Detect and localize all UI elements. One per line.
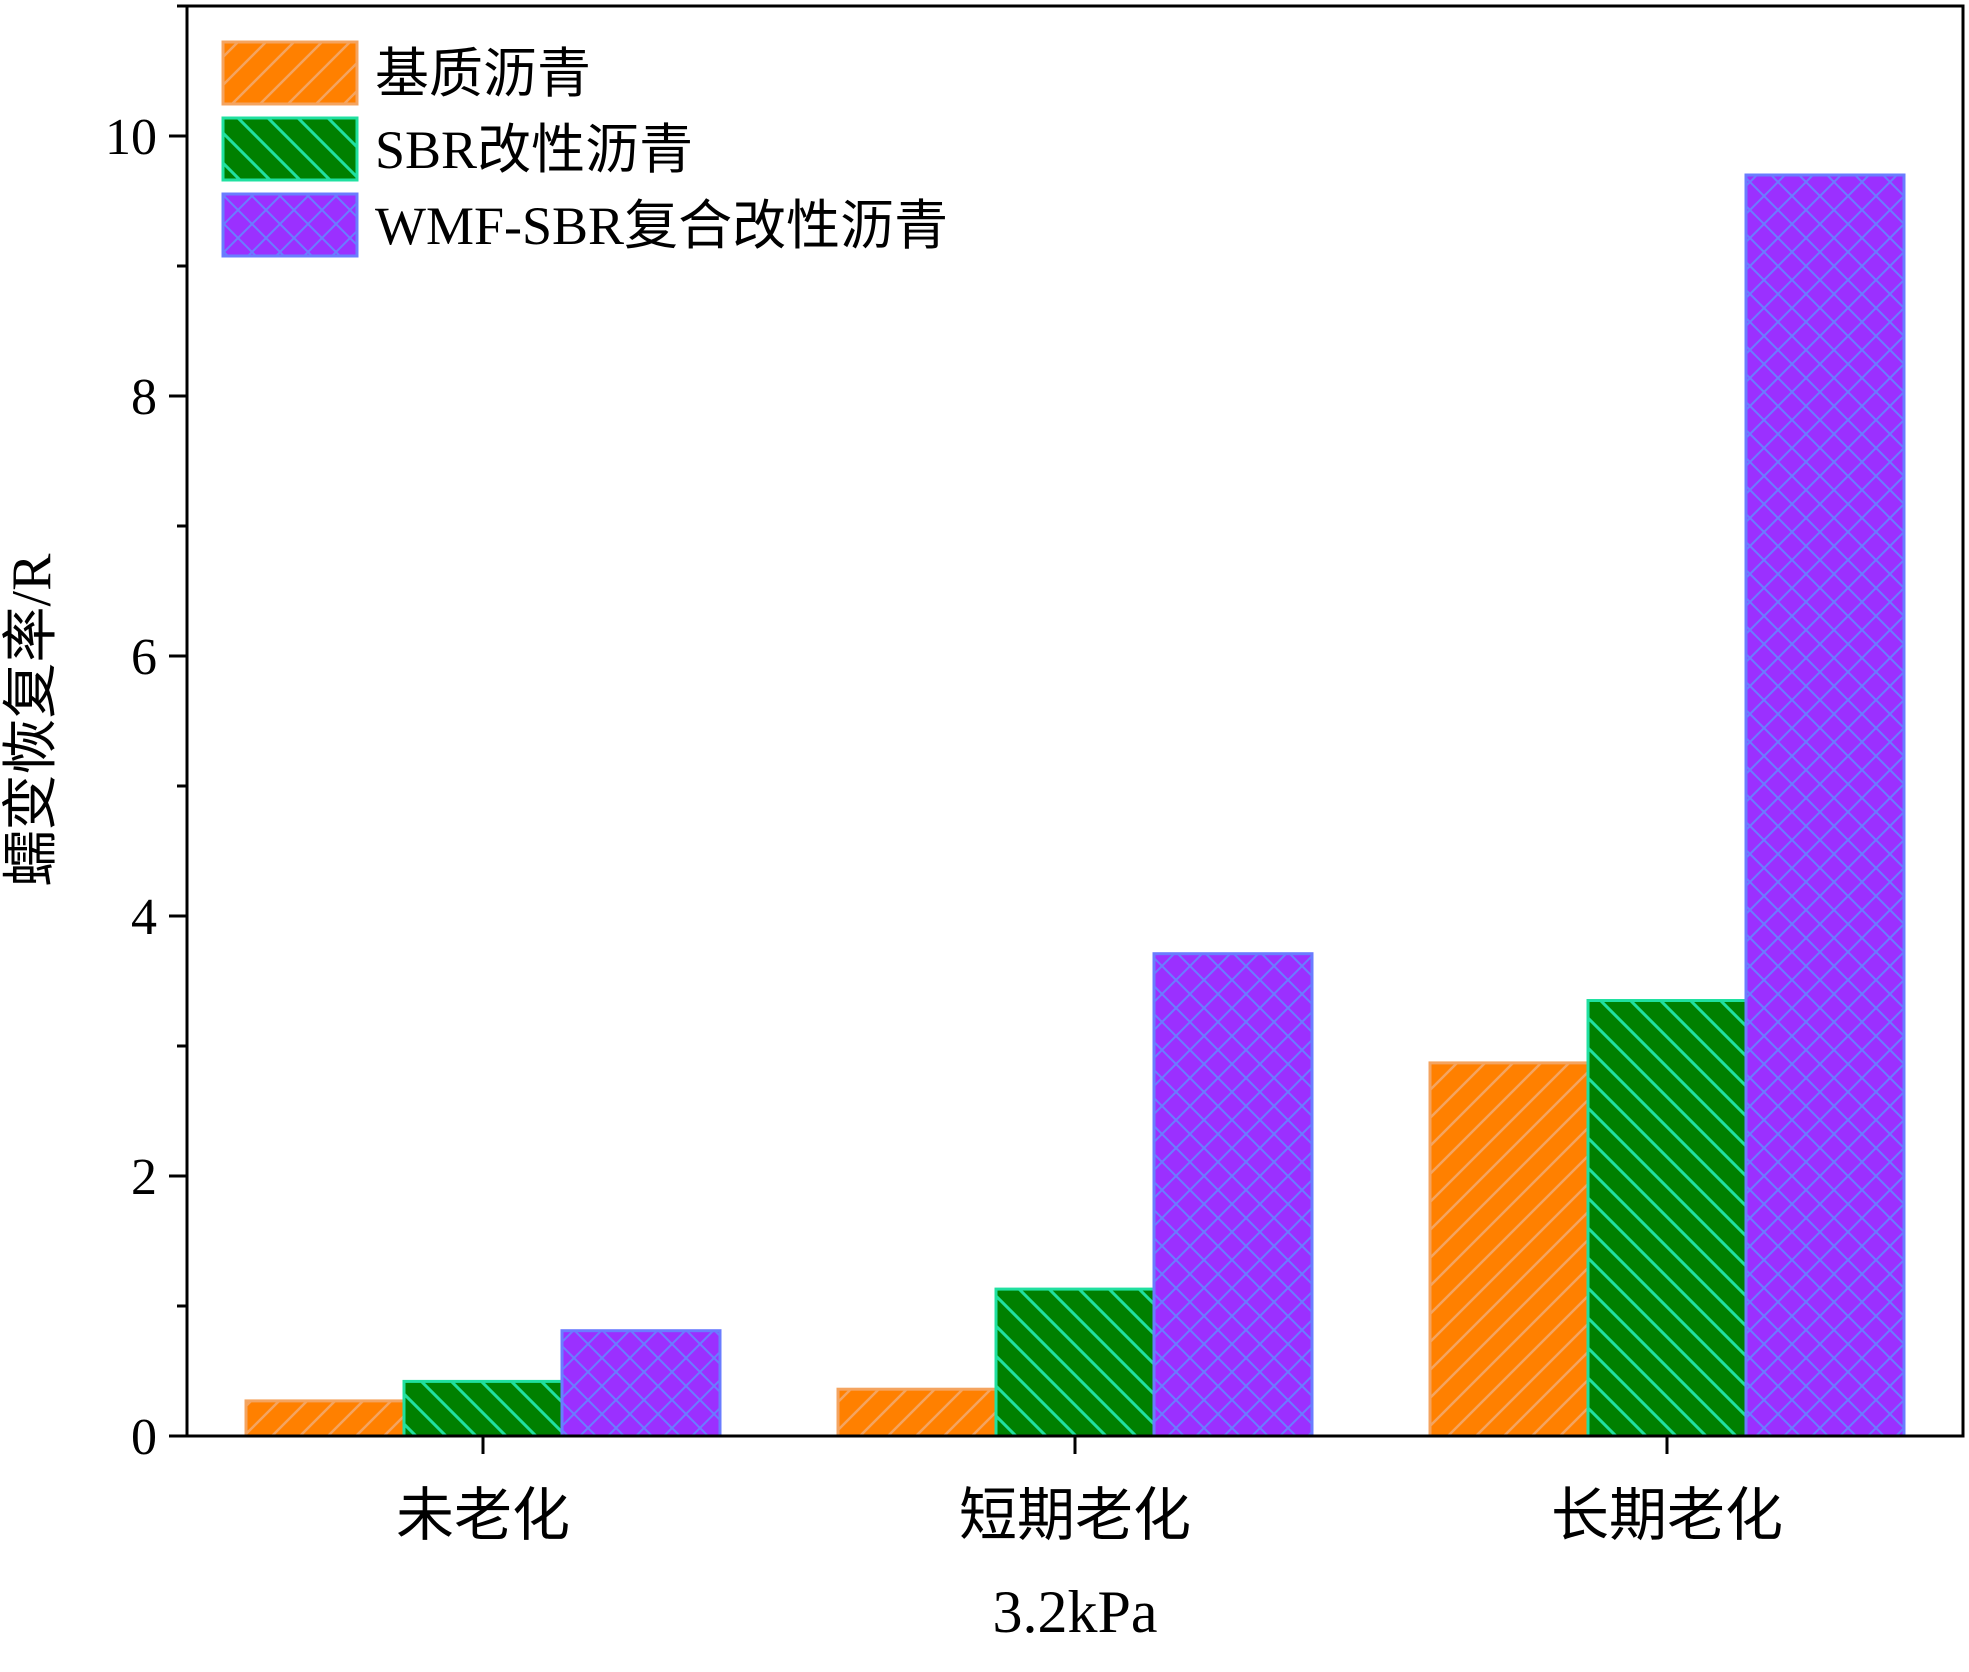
x-tick-label: 短期老化 xyxy=(959,1483,1191,1548)
legend-label-3: WMF-SBR复合改性沥青 xyxy=(375,196,948,256)
y-tick-label: 0 xyxy=(131,1409,157,1466)
y-axis-label: 蠕变恢复率/R xyxy=(1,553,63,887)
bars-layer xyxy=(244,173,1906,1438)
y-tick-label: 4 xyxy=(131,889,157,946)
x-tick-label: 长期老化 xyxy=(1551,1483,1783,1548)
bar-1-3 xyxy=(1428,1061,1590,1438)
bar-2-2 xyxy=(994,1287,1156,1438)
bar-3-2 xyxy=(1152,952,1314,1438)
legend-swatch-3 xyxy=(221,192,359,258)
legend-label-1: 基质沥青 xyxy=(375,44,591,104)
y-ticks: 0 2 4 6 8 10 xyxy=(105,4,187,1466)
y-tick-label: 8 xyxy=(131,369,157,426)
legend-swatch-2 xyxy=(221,116,359,182)
legend: 基质沥青 SBR改性沥青 WMF-SBR复合改性沥青 xyxy=(221,40,948,258)
bar-2-1 xyxy=(402,1379,564,1438)
bar-3-1 xyxy=(560,1329,722,1438)
bar-1-2 xyxy=(836,1387,998,1438)
bar-1-1 xyxy=(244,1399,406,1438)
bar-2-3 xyxy=(1586,999,1748,1438)
y-tick-label: 6 xyxy=(131,629,157,686)
x-axis-label: 3.2kPa xyxy=(993,1579,1158,1645)
x-tick-label: 未老化 xyxy=(396,1483,570,1548)
legend-label-2: SBR改性沥青 xyxy=(375,120,693,180)
legend-swatch-1 xyxy=(221,40,359,106)
y-tick-label: 10 xyxy=(105,109,157,166)
y-tick-label: 2 xyxy=(131,1149,157,1206)
bar-3-3 xyxy=(1744,173,1906,1438)
x-ticks: 未老化 短期老化 长期老化 xyxy=(396,1436,1783,1548)
